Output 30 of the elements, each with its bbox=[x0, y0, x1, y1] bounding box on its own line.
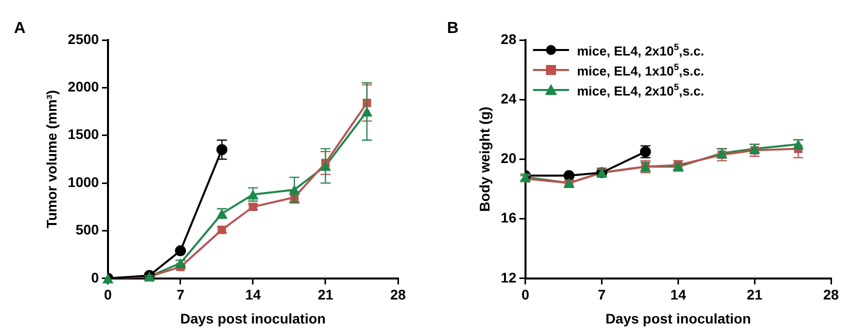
x-tick-label: 28 bbox=[390, 286, 406, 303]
y-axis-title: Tumor volume (mm³) bbox=[43, 90, 60, 228]
y-tick-label: 0 bbox=[91, 269, 100, 286]
x-tick-label: 14 bbox=[670, 286, 686, 303]
y-tick-label: 2500 bbox=[68, 30, 100, 47]
x-tick-label: 0 bbox=[521, 286, 530, 303]
x-tick-label: 21 bbox=[746, 286, 763, 303]
y-axis-title: Body weight (g) bbox=[476, 106, 492, 212]
x-tick-label: 14 bbox=[245, 286, 261, 303]
x-axis-title: Days post inoculation bbox=[605, 310, 751, 326]
y-tick-label: 2000 bbox=[68, 78, 100, 95]
x-tick-label: 21 bbox=[318, 286, 334, 303]
y-tick-label: 20 bbox=[500, 150, 517, 166]
y-tick-label: 16 bbox=[500, 210, 517, 226]
y-tick-label: 24 bbox=[500, 90, 517, 106]
x-tick-label: 28 bbox=[823, 286, 839, 303]
x-axis-title: Days post inoculation bbox=[180, 310, 326, 326]
x-tick-label: 0 bbox=[104, 286, 112, 303]
x-tick-label: 7 bbox=[176, 286, 185, 303]
y-tick-label: 1000 bbox=[68, 174, 100, 190]
text: B bbox=[447, 20, 459, 38]
x-tick-label: 7 bbox=[598, 286, 606, 303]
y-tick-label: 12 bbox=[500, 269, 517, 286]
text: A bbox=[14, 20, 26, 38]
y-tick-label: 1500 bbox=[68, 126, 100, 142]
legend-label: mice, EL4, 2x10$^{5}$,s.c. bbox=[577, 42, 704, 58]
legend-label: mice, EL4, 2x10$^{5}$,s.c. bbox=[577, 82, 704, 98]
y-tick-label: 28 bbox=[500, 30, 517, 47]
legend-label: mice, EL4, 1x10$^{5}$,s.c. bbox=[577, 62, 704, 78]
y-tick-label: 500 bbox=[76, 222, 100, 238]
